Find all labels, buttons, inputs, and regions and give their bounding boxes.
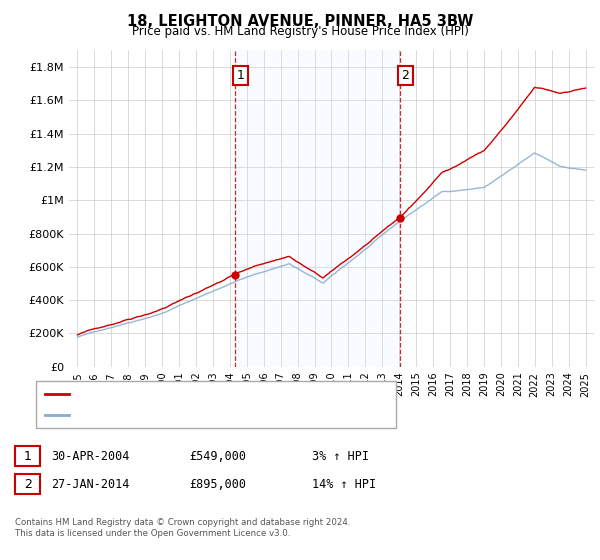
Bar bbox=[235, 50, 400, 367]
Text: 1: 1 bbox=[236, 69, 244, 82]
Text: 18, LEIGHTON AVENUE, PINNER, HA5 3BW: 18, LEIGHTON AVENUE, PINNER, HA5 3BW bbox=[127, 14, 473, 29]
Text: 2: 2 bbox=[23, 478, 32, 491]
Text: 18, LEIGHTON AVENUE, PINNER, HA5 3BW (detached house): 18, LEIGHTON AVENUE, PINNER, HA5 3BW (de… bbox=[75, 389, 388, 399]
Text: Price paid vs. HM Land Registry's House Price Index (HPI): Price paid vs. HM Land Registry's House … bbox=[131, 25, 469, 38]
Text: Contains HM Land Registry data © Crown copyright and database right 2024.: Contains HM Land Registry data © Crown c… bbox=[15, 519, 350, 528]
Text: £549,000: £549,000 bbox=[189, 450, 246, 463]
Text: 3% ↑ HPI: 3% ↑ HPI bbox=[312, 450, 369, 463]
Text: £895,000: £895,000 bbox=[189, 478, 246, 491]
Text: 14% ↑ HPI: 14% ↑ HPI bbox=[312, 478, 376, 491]
Text: 2: 2 bbox=[401, 69, 409, 82]
Text: 30-APR-2004: 30-APR-2004 bbox=[51, 450, 130, 463]
Text: 1: 1 bbox=[23, 450, 32, 463]
Text: HPI: Average price, detached house, Harrow: HPI: Average price, detached house, Harr… bbox=[75, 410, 305, 420]
Text: This data is licensed under the Open Government Licence v3.0.: This data is licensed under the Open Gov… bbox=[15, 530, 290, 539]
Text: 27-JAN-2014: 27-JAN-2014 bbox=[51, 478, 130, 491]
